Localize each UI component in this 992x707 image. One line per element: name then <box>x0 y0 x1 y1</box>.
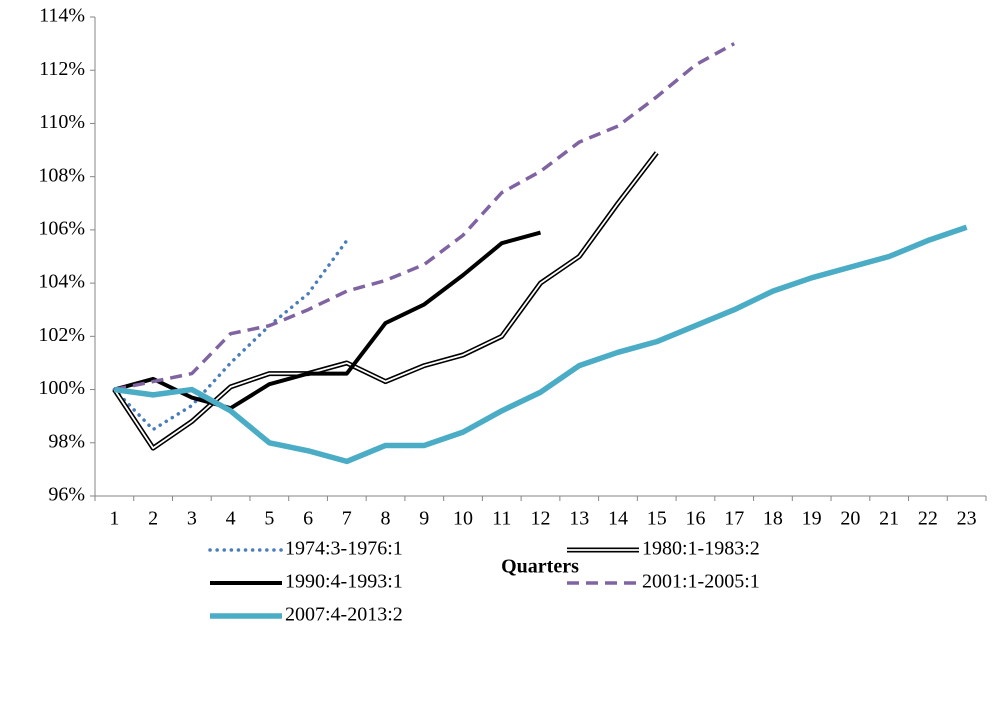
y-tick-label: 114% <box>39 5 85 27</box>
x-tick-label: 21 <box>879 508 899 530</box>
x-tick-label: 9 <box>419 508 429 530</box>
legend-label: 1990:4-1993:1 <box>285 571 403 593</box>
x-tick-label: 3 <box>187 508 197 530</box>
x-tick-label: 19 <box>802 508 822 530</box>
x-tick-label: 12 <box>531 508 551 530</box>
y-tick-label: 108% <box>38 164 85 186</box>
y-tick-label: 104% <box>38 271 85 293</box>
series-line <box>113 224 968 465</box>
x-tick-label: 18 <box>763 508 783 530</box>
x-tick-label: 10 <box>453 508 473 530</box>
x-tick-label: 22 <box>918 508 938 530</box>
series-line <box>113 230 542 411</box>
x-tick-label: 8 <box>381 508 391 530</box>
y-tick-label: 98% <box>48 430 85 452</box>
y-tick-label: 110% <box>39 111 85 133</box>
series-line <box>114 42 736 392</box>
y-tick-label: 106% <box>38 217 85 239</box>
x-tick-label: 15 <box>647 508 667 530</box>
y-tick-label: 102% <box>38 324 85 346</box>
x-tick-label: 4 <box>226 508 236 530</box>
x-tick-label: 6 <box>303 508 313 530</box>
x-tick-label: 5 <box>264 508 274 530</box>
x-tick-label: 17 <box>724 508 744 530</box>
x-tick-label: 23 <box>957 508 977 530</box>
y-tick-label: 96% <box>48 484 85 506</box>
y-tick-label: 112% <box>39 58 85 80</box>
legend-label: 1980:1-1983:2 <box>642 538 760 560</box>
x-tick-label: 2 <box>148 508 158 530</box>
x-tick-label: 16 <box>685 508 705 530</box>
x-tick-label: 13 <box>569 508 589 530</box>
legend-label: 2001:1-2005:1 <box>642 571 760 593</box>
legend-label: 2007:4-2013:2 <box>285 604 403 626</box>
y-tick-label: 100% <box>38 377 85 399</box>
x-tick-label: 11 <box>492 508 511 530</box>
series-line <box>112 238 349 432</box>
x-tick-label: 7 <box>342 508 352 530</box>
series-line <box>112 151 659 451</box>
x-axis-title: Quarters <box>501 556 579 578</box>
legend-label: 1974:3-1976:1 <box>285 538 403 560</box>
x-tick-label: 20 <box>840 508 860 530</box>
x-tick-label: 1 <box>109 508 119 530</box>
series-line <box>113 152 658 449</box>
x-tick-label: 14 <box>608 508 628 530</box>
